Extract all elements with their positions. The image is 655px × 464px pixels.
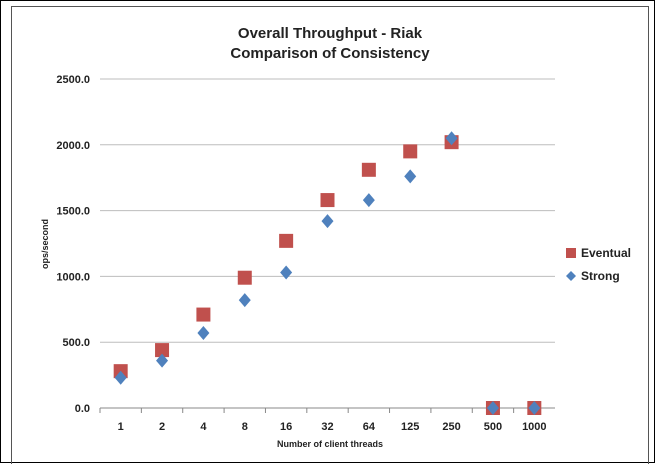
x-axis-label: Number of client threads [277, 439, 383, 449]
x-tick-label: 4 [200, 421, 207, 433]
x-tick-label: 2 [159, 421, 165, 433]
x-tick-label: 16 [280, 421, 292, 433]
legend-strong-label: Strong [581, 269, 620, 283]
x-tick-label: 1 [118, 421, 124, 433]
legend: Eventual Strong [566, 246, 631, 283]
strong-point [404, 169, 416, 183]
x-axis-ticks: 1 2 4 8 16 32 64 125 250 500 1000 [100, 408, 547, 433]
strong-point [322, 214, 334, 228]
strong-point [239, 293, 251, 307]
eventual-point [279, 234, 293, 248]
y-tick-label: 2000.0 [56, 140, 90, 152]
x-tick-label: 8 [242, 421, 248, 433]
y-axis-ticks: 0.0 500.0 1000.0 1500.0 2000.0 2500.0 [56, 74, 90, 415]
y-tick-label: 1500.0 [56, 206, 90, 218]
x-tick-label: 500 [484, 421, 502, 433]
chart-title-line-1: Overall Throughput - Riak [238, 25, 423, 42]
eventual-point [238, 271, 252, 285]
y-tick-label: 1000.0 [56, 271, 90, 283]
eventual-point [362, 163, 376, 177]
x-tick-label: 1000 [522, 421, 546, 433]
y-tick-label: 500.0 [62, 337, 90, 349]
legend-strong-marker [566, 271, 576, 281]
strong-point [363, 193, 375, 207]
y-tick-label: 2500.0 [56, 74, 90, 86]
eventual-point [403, 144, 417, 158]
x-tick-label: 32 [321, 421, 333, 433]
y-axis-label: ops/second [40, 219, 50, 269]
gridlines [100, 79, 555, 408]
x-tick-label: 250 [442, 421, 460, 433]
eventual-point [196, 308, 210, 322]
legend-eventual-marker [566, 248, 576, 258]
y-tick-label: 0.0 [75, 403, 90, 415]
legend-eventual-label: Eventual [581, 246, 631, 260]
chart-title-line-2: Comparison of Consistency [230, 45, 430, 62]
eventual-point [321, 193, 335, 207]
data-points [114, 131, 542, 415]
x-tick-label: 64 [363, 421, 376, 433]
x-tick-label: 125 [401, 421, 419, 433]
strong-point [197, 326, 209, 340]
strong-point [280, 265, 292, 279]
